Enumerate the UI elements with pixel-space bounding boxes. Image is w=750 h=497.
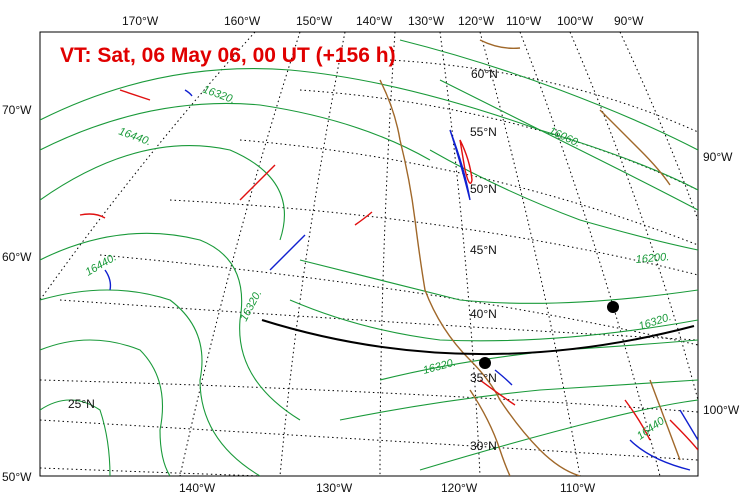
bottom-lon-label: 110°W xyxy=(560,481,596,495)
cross-section-line xyxy=(261,319,695,356)
negative-anomaly-contours xyxy=(104,89,698,471)
left-edge-label: 50°W xyxy=(2,470,32,484)
lat-label-40n: 40°N xyxy=(470,307,497,321)
right-edge-label: 100°W xyxy=(703,403,740,417)
map-frame xyxy=(39,31,699,477)
lat-label-25n: 25°N xyxy=(68,397,95,411)
coastlines xyxy=(379,39,681,476)
latitude-labels: 60°N 55°N 50°N 45°N 40°N 35°N 30°N 25°N xyxy=(68,67,498,453)
lat-label-30n: 30°N xyxy=(470,439,497,453)
bottom-lon-label: 120°W xyxy=(441,481,478,495)
cross-section-point-east xyxy=(607,301,619,313)
top-lon-label: 90°W xyxy=(614,14,644,28)
left-edge-label: 70°W xyxy=(2,103,32,117)
graticule-meridians xyxy=(40,32,698,476)
bottom-lon-label: 140°W xyxy=(179,481,216,495)
top-lon-label: 150°W xyxy=(296,14,333,28)
top-lon-label: 170°W xyxy=(122,14,159,28)
top-lon-label: 140°W xyxy=(356,14,393,28)
bottom-longitude-labels: 140°W 130°W 120°W 110°W xyxy=(179,481,596,495)
top-lon-label: 160°W xyxy=(224,14,261,28)
lat-label-50n: 50°N xyxy=(470,182,497,196)
contour-label-6: 16200. xyxy=(635,251,670,266)
lat-label-45n: 45°N xyxy=(470,243,497,257)
height-contours xyxy=(40,39,698,476)
bottom-lon-label: 130°W xyxy=(316,481,353,495)
top-lon-label: 100°W xyxy=(557,14,594,28)
graticule-parallels xyxy=(40,59,698,476)
top-lon-label: 130°W xyxy=(408,14,445,28)
map-title: VT: Sat, 06 May 06, 00 UT (+156 h) xyxy=(60,44,396,67)
left-edge-label: 60°W xyxy=(2,250,32,264)
top-longitude-labels: 170°W 160°W 150°W 140°W 130°W 120°W 110°… xyxy=(122,14,644,28)
lat-label-35n: 35°N xyxy=(470,371,497,385)
positive-anomaly-contours xyxy=(79,89,698,451)
cross-section-point-west xyxy=(479,357,491,369)
right-edge-labels: 90°W 100°W xyxy=(703,150,740,417)
lat-label-60n: 60°N xyxy=(471,67,498,81)
top-lon-label: 120°W xyxy=(458,14,495,28)
right-edge-label: 90°W xyxy=(703,150,733,164)
lat-label-55n: 55°N xyxy=(470,125,497,139)
top-lon-label: 110°W xyxy=(506,14,542,28)
left-edge-labels: 70°W 60°W 50°W xyxy=(2,103,32,484)
